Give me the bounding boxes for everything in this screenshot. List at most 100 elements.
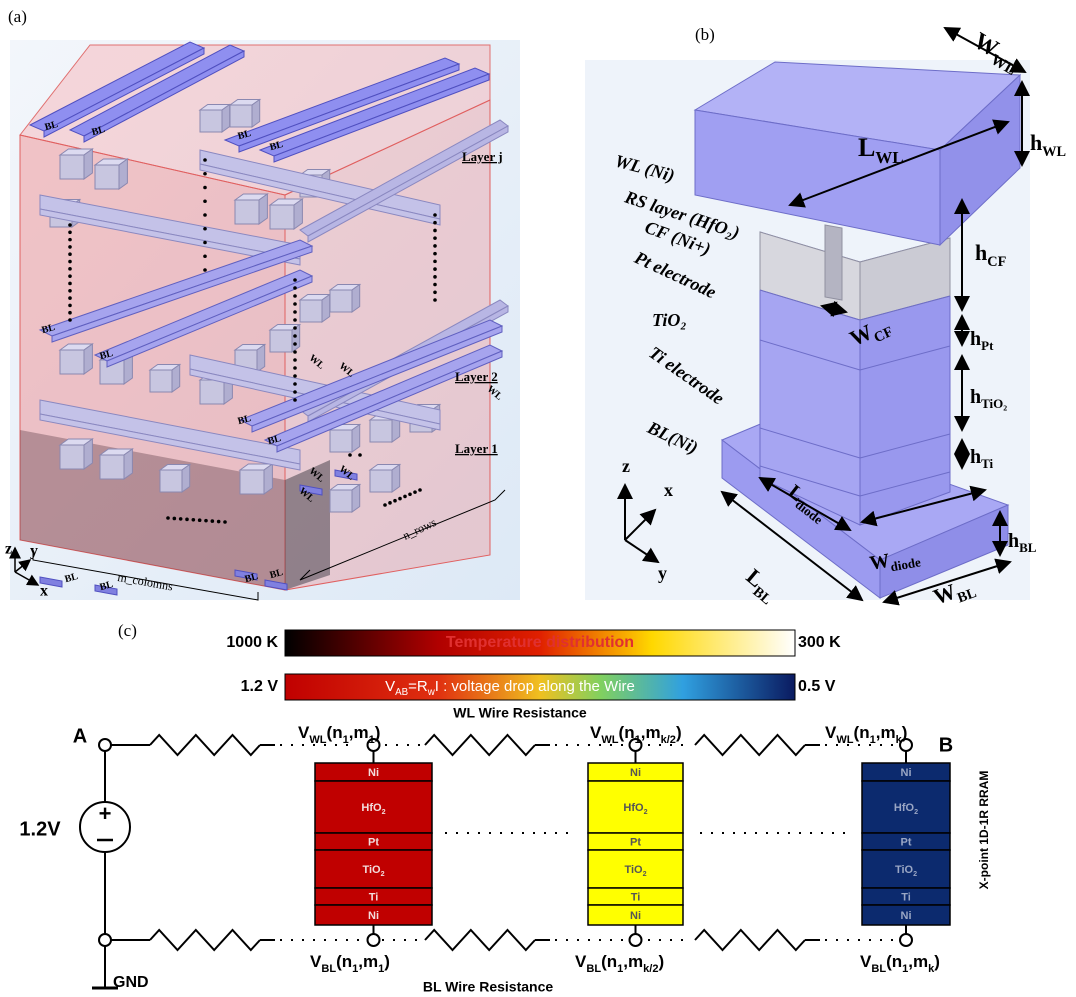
- cube: [222, 105, 230, 133]
- panel-label: (b): [695, 25, 715, 44]
- subscript: 2: [381, 870, 385, 878]
- dot: [383, 503, 387, 507]
- axis-label: x: [40, 583, 48, 600]
- cube: [352, 285, 360, 313]
- text-part: ,m: [876, 723, 896, 742]
- wire-label: BL Wire Resistance: [423, 979, 554, 995]
- subscript: Pt: [981, 338, 994, 353]
- dot: [433, 221, 437, 225]
- material-label: TiO₂: [652, 310, 687, 330]
- device-label: X-point 1D-1R RRAM: [977, 771, 991, 890]
- cube: [264, 464, 272, 494]
- cube: [294, 199, 302, 229]
- text-part: h: [975, 240, 987, 265]
- subscript: 2: [644, 808, 648, 816]
- text-part: ,m: [908, 952, 928, 971]
- subscript: BL: [1019, 540, 1037, 555]
- text-part: ): [676, 723, 682, 742]
- dot: [358, 453, 362, 457]
- cube: [257, 345, 265, 373]
- dot: [203, 172, 207, 176]
- text-part: ,m: [358, 952, 378, 971]
- colorbar-title: Temperature distribution: [446, 634, 634, 651]
- text-part: ,m: [641, 723, 661, 742]
- dot: [204, 519, 208, 523]
- dot: [198, 518, 202, 522]
- subscript: BL: [586, 963, 601, 975]
- dot: [203, 241, 207, 245]
- cube: [235, 200, 259, 224]
- subscript: WL: [1042, 144, 1066, 160]
- subscript: BL: [321, 963, 336, 975]
- cube: [60, 155, 84, 179]
- dot: [223, 520, 227, 524]
- layer-label: Ti: [631, 891, 641, 903]
- text-part: V: [590, 723, 602, 742]
- cube: [322, 295, 330, 323]
- subscript: WL: [601, 734, 618, 746]
- subscript: WL: [836, 734, 853, 746]
- dot: [173, 517, 177, 521]
- dot: [433, 275, 437, 279]
- layer-label: Ni: [901, 767, 912, 779]
- node-voltage-label: VBL(n1,m1): [310, 952, 390, 974]
- layer-label: Ni: [630, 910, 641, 922]
- dot: [179, 517, 183, 521]
- dot: [293, 278, 297, 282]
- cube: [160, 470, 182, 492]
- cube: [124, 449, 132, 479]
- text-part: ): [902, 723, 908, 742]
- cube: [370, 470, 392, 492]
- text-part: V: [385, 678, 395, 695]
- cube: [84, 344, 92, 374]
- dot: [68, 238, 72, 242]
- layer-label: Pt: [630, 836, 641, 848]
- layer-label: Layer 2: [455, 369, 498, 384]
- dot: [68, 231, 72, 235]
- subscript: WL: [875, 148, 903, 167]
- node-voltage-label: VWL(n1,m1): [298, 723, 380, 745]
- dot: [293, 374, 297, 378]
- dot: [293, 326, 297, 330]
- dot: [433, 260, 437, 264]
- cube: [270, 205, 294, 229]
- text-part: ): [658, 952, 664, 971]
- text-part: =R: [408, 678, 428, 695]
- layer-label: Ti: [369, 891, 379, 903]
- resistor: [150, 735, 260, 755]
- resistor: [695, 930, 805, 950]
- dot: [293, 366, 297, 370]
- dot: [68, 274, 72, 278]
- subscript: AB: [395, 687, 408, 698]
- text-part: (n: [327, 723, 343, 742]
- layer-label: Ni: [368, 767, 379, 779]
- text-part: TiO: [362, 864, 381, 876]
- text-part: HfO: [894, 802, 915, 814]
- figure: (a)BLBLBLBLBLBLBLBLBLBLBLBLWLWLWLWLWLWLL…: [0, 0, 1076, 997]
- text-part: h: [970, 386, 981, 408]
- dimension-label: hWL: [1030, 130, 1066, 160]
- dot: [433, 213, 437, 217]
- dot: [68, 289, 72, 293]
- node: [99, 934, 111, 946]
- cube: [60, 445, 84, 469]
- dot: [293, 342, 297, 346]
- cube: [200, 380, 224, 404]
- layer-label: Pt: [368, 836, 379, 848]
- dot: [408, 492, 412, 496]
- text-part: (n: [886, 952, 902, 971]
- dot: [203, 268, 207, 272]
- node: [368, 934, 380, 946]
- dot: [433, 244, 437, 248]
- filament: [825, 225, 842, 300]
- source-plus: +: [99, 801, 112, 826]
- dot: [203, 186, 207, 190]
- cube: [200, 110, 222, 132]
- dot: [203, 254, 207, 258]
- node: [900, 934, 912, 946]
- cube: [95, 165, 119, 189]
- text-part: TiO: [624, 864, 643, 876]
- node-voltage-label: VBL(n1,mk/2): [575, 952, 664, 974]
- dot: [293, 398, 297, 402]
- text-part: TiO: [895, 864, 914, 876]
